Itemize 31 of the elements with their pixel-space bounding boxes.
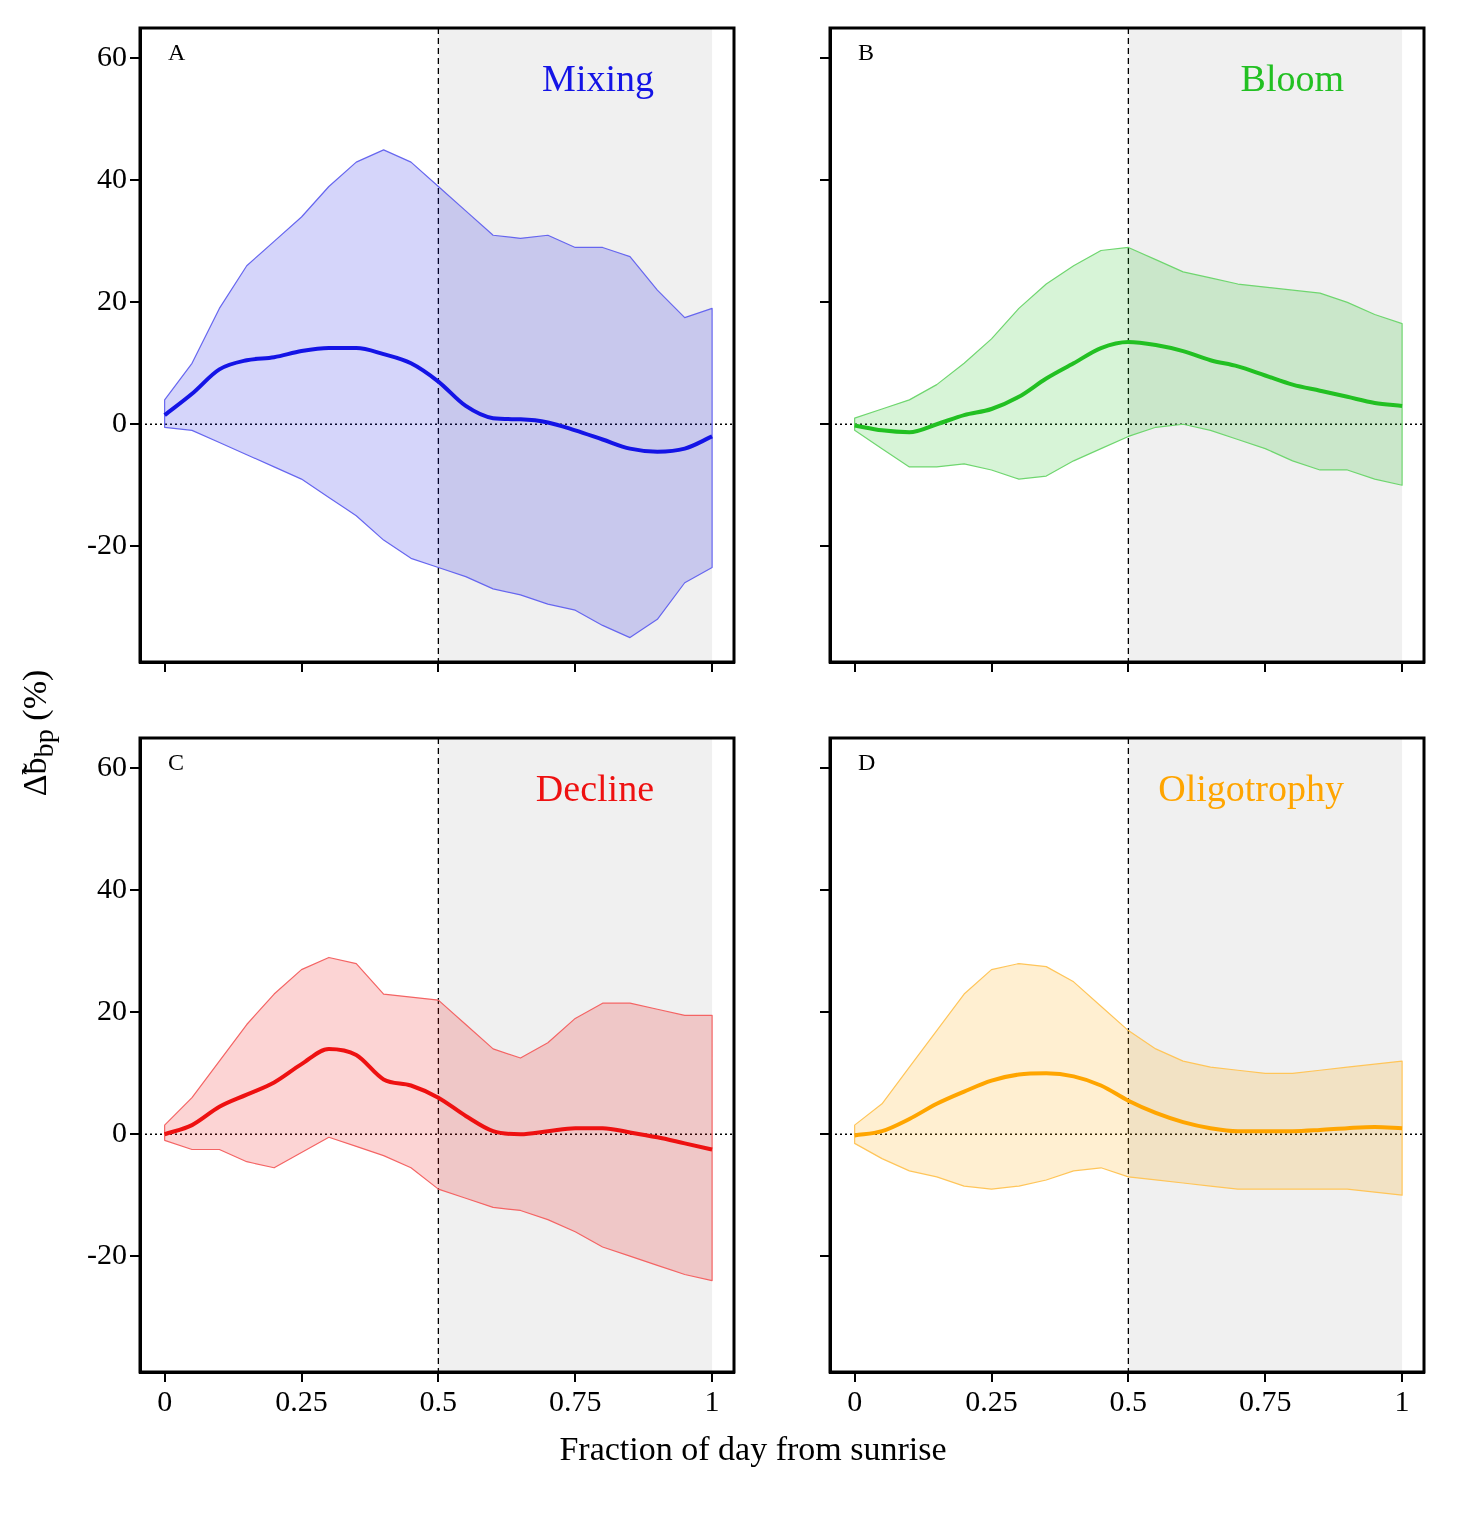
text: A — [168, 39, 186, 66]
text: B — [858, 39, 875, 66]
x-tick-label: 1 — [1394, 1383, 1410, 1417]
y-tick-label: 0 — [112, 405, 127, 439]
x-tick-label: 0.25 — [965, 1383, 1018, 1417]
line-series — [162, 1046, 715, 1152]
text: Decline — [535, 766, 654, 809]
y-tick-label: 60 — [97, 749, 127, 783]
y-tick-label: 60 — [97, 39, 127, 73]
x-tick-label: 0 — [847, 1383, 863, 1417]
x-tick-label: 0.75 — [1238, 1383, 1292, 1417]
x-tick-label: 1 — [704, 1383, 720, 1417]
text: Bloom — [1240, 56, 1344, 99]
y-tick-label: -20 — [87, 1237, 127, 1271]
y-tick-label: 20 — [97, 993, 127, 1027]
x-tick-label: 0.5 — [419, 1383, 458, 1417]
y-tick-label: 20 — [97, 283, 127, 317]
y-tick-label: 40 — [97, 871, 127, 905]
y-tick-label: 0 — [112, 1115, 127, 1149]
x-tick-label: 0.5 — [1109, 1383, 1148, 1417]
line-series — [162, 346, 715, 454]
text: Mixing — [542, 56, 654, 99]
x-tick-label: 0.75 — [548, 1383, 602, 1417]
x-tick-label: 0.25 — [275, 1383, 328, 1417]
x-tick-label: 0 — [157, 1383, 173, 1417]
y-tick-label: 40 — [97, 161, 127, 195]
x-axis-title: Fraction of day from sunrise — [558, 1430, 948, 1468]
text: Oligotrophy — [1158, 766, 1344, 809]
y-tick-label: -20 — [87, 527, 127, 561]
text: C — [168, 749, 185, 776]
text: D — [858, 749, 876, 776]
